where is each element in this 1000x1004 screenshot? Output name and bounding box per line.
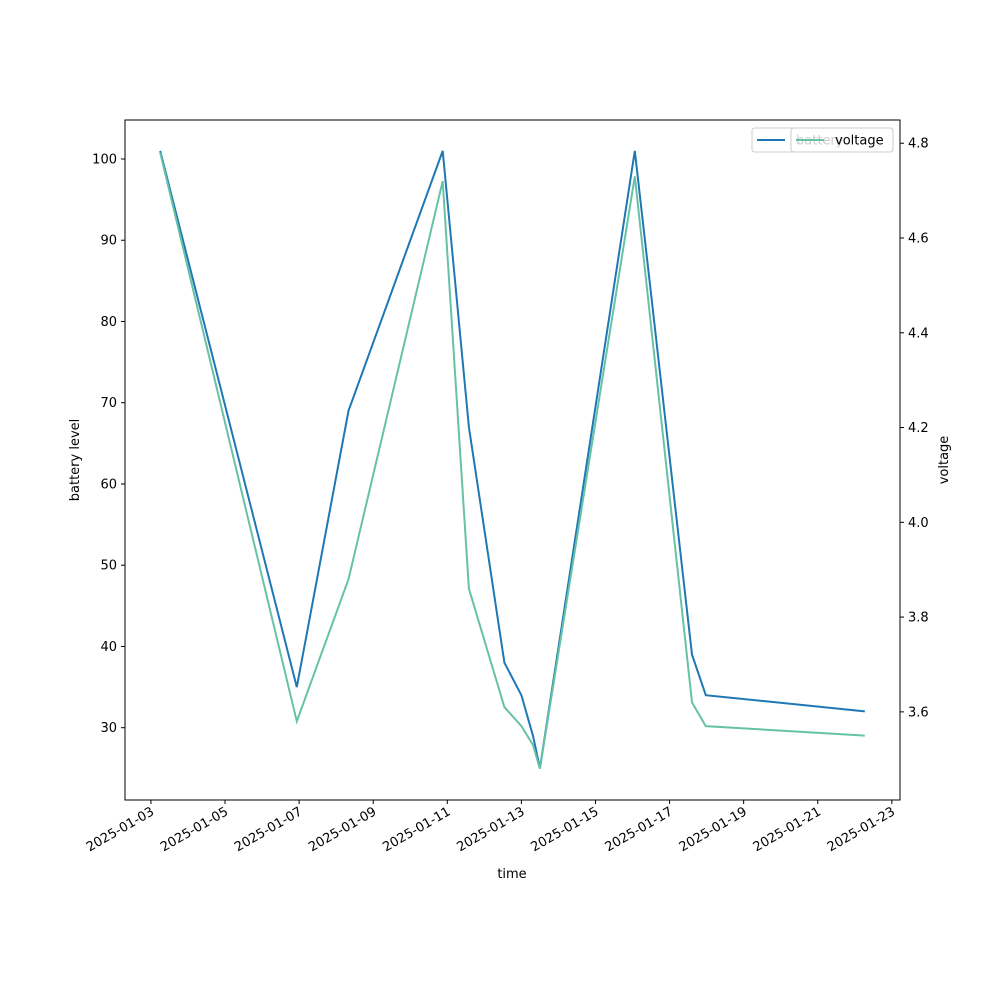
y-tick-label: 40 [100, 640, 117, 655]
y2-axis-label: voltage [937, 436, 952, 485]
y-axis-label: battery level [68, 419, 83, 502]
y-tick-label: 100 [92, 152, 117, 167]
y2-tick-label: 4.2 [908, 421, 929, 436]
x-tick-label: 2025-01-11 [380, 804, 453, 855]
y-tick-label: 90 [100, 234, 117, 249]
x-tick-label: 2025-01-23 [825, 804, 898, 855]
y-tick-label: 60 [100, 477, 117, 492]
x-axis-label: time [497, 867, 526, 882]
x-tick-label: 2025-01-03 [84, 804, 157, 855]
y2-tick-label: 4.8 [908, 137, 929, 152]
y2-tick-label: 4.6 [908, 231, 929, 246]
data-line [159, 152, 865, 769]
y2-tick-label: 4.4 [908, 326, 929, 341]
y2-tick-label: 4.0 [908, 516, 929, 531]
x-tick-label: 2025-01-15 [529, 804, 602, 855]
y-tick-label: 80 [100, 315, 117, 330]
plot-frame [124, 119, 901, 801]
x-tick-label: 2025-01-19 [677, 804, 750, 855]
y-tick-label: 50 [100, 559, 117, 574]
data-line [159, 150, 865, 769]
x-tick-label: 2025-01-17 [603, 804, 676, 855]
y2-tick-label: 3.8 [908, 611, 929, 626]
y-tick-label: 70 [100, 396, 117, 411]
y-tick-label: 30 [100, 721, 117, 736]
legend-box [790, 127, 894, 153]
x-tick-label: 2025-01-05 [158, 804, 231, 855]
legend-label: voltage [835, 134, 884, 149]
y2-tick-label: 3.6 [908, 705, 929, 720]
x-tick-label: 2025-01-07 [232, 804, 305, 855]
x-tick-label: 2025-01-21 [751, 804, 824, 855]
x-tick-label: 2025-01-09 [306, 804, 379, 855]
x-tick-label: 2025-01-13 [454, 804, 527, 855]
